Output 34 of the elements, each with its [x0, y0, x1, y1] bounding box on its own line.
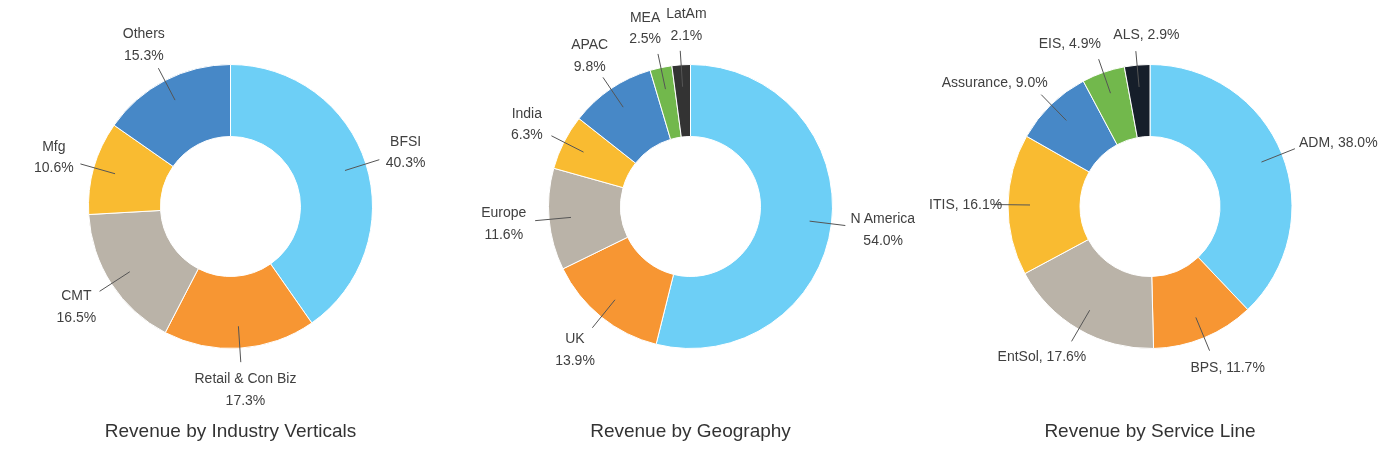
slice-label: UK — [565, 329, 586, 346]
slice-label: Assurance, 9.0% — [941, 74, 1048, 91]
slice-label: EIS, 4.9% — [1038, 34, 1102, 51]
data-label: 2.1% — [670, 26, 703, 43]
data-label: 9.8% — [573, 57, 606, 74]
data-label: 17.3% — [225, 391, 266, 408]
slice-label: India — [511, 104, 543, 121]
slice-label: Europe — [481, 204, 527, 221]
data-label: 13.9% — [555, 351, 595, 368]
slice-label: Others — [122, 25, 165, 42]
text: Revenue by Industry Verticals — [104, 419, 357, 441]
slice-label: N America — [850, 209, 916, 226]
text: Revenue by Geography — [590, 419, 792, 441]
slice-label: APAC — [571, 36, 609, 53]
slice-label: ALS, 2.9% — [1113, 25, 1180, 42]
data-label: 10.6% — [34, 159, 74, 176]
data-label: 40.3% — [385, 154, 426, 171]
slice-label: ITIS, 16.1% — [929, 196, 1003, 213]
slice-label: CMT — [61, 287, 93, 304]
slice-label: Retail & Con Biz — [194, 370, 297, 387]
data-label: 16.5% — [56, 308, 97, 325]
slice-label: Mfg — [42, 137, 66, 154]
data-label: 6.3% — [510, 126, 543, 143]
slice-label: MEA — [629, 8, 661, 25]
slice-label: EntSol, 17.6% — [997, 348, 1087, 365]
slice-label: ADM, 38.0% — [1299, 134, 1378, 151]
slice-label: BFSI — [390, 132, 422, 149]
data-label: 15.3% — [123, 47, 164, 64]
data-label: 2.5% — [629, 30, 662, 47]
data-label: 54.0% — [863, 231, 904, 248]
text: Revenue by Service Line — [1044, 419, 1256, 441]
data-label: 11.6% — [484, 225, 524, 242]
slice-label: BPS, 11.7% — [1190, 358, 1265, 375]
slice-label: LatAm — [666, 5, 707, 22]
